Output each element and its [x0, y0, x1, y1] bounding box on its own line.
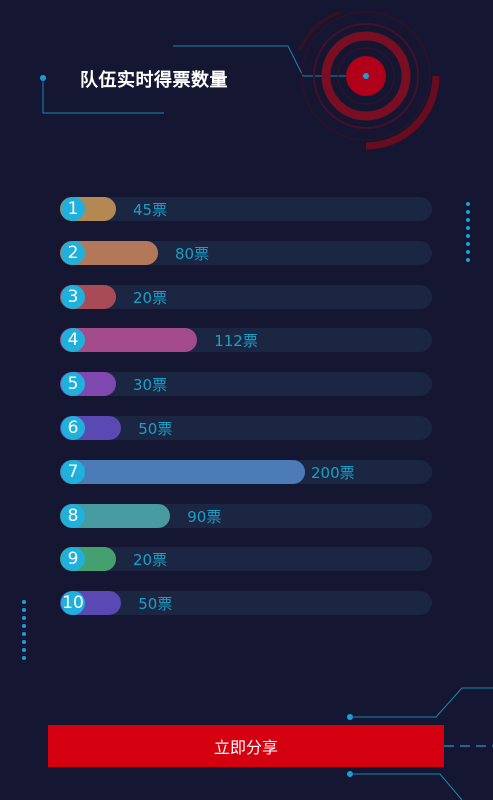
vote-count: 45票 [133, 201, 168, 219]
vote-track [60, 547, 432, 572]
team-row: 4 112票 [60, 328, 432, 353]
radar-target-icon [298, 10, 440, 150]
vote-count: 90票 [187, 507, 222, 526]
rank-badge: 5 [61, 372, 85, 397]
vote-count: 112票 [214, 332, 258, 351]
vote-track [60, 372, 432, 397]
rank-badge: 1 [61, 197, 85, 221]
vote-track [60, 284, 432, 309]
team-row: 8 90票 [60, 503, 432, 528]
team-row: 6 50票 [60, 415, 432, 440]
vote-bar [60, 459, 305, 484]
team-row: 5 30票 [60, 372, 432, 397]
vote-count: 30票 [133, 376, 168, 395]
rank-badge: 2 [61, 240, 85, 265]
rank-badge: 3 [61, 284, 85, 309]
circuit-line-decoration [347, 687, 493, 800]
vote-track [60, 197, 432, 221]
vote-count: 80票 [175, 244, 210, 263]
share-button[interactable]: 立即分享 [48, 725, 444, 767]
team-row: 9 20票 [60, 547, 432, 572]
vote-track [60, 415, 432, 440]
rank-badge: 10 [61, 591, 85, 616]
vote-count: 50票 [138, 595, 173, 614]
vote-count: 200票 [311, 463, 355, 482]
vote-count: 20票 [133, 551, 168, 570]
team-row: 7 200票 [60, 459, 432, 484]
team-row: 3 20票 [60, 284, 432, 309]
dotted-line-decoration [22, 600, 26, 664]
page-title: 队伍实时得票数量 [80, 70, 228, 91]
vote-track [60, 591, 432, 616]
vote-count: 50票 [138, 419, 173, 438]
dotted-line-decoration [466, 202, 470, 266]
team-row: 1 45票 [60, 197, 432, 221]
rank-badge: 8 [61, 503, 85, 528]
rank-badge: 7 [61, 459, 85, 484]
rank-badge: 6 [61, 415, 85, 440]
team-row: 2 80票 [60, 240, 432, 265]
rank-badge: 9 [61, 547, 85, 572]
team-row: 10 50票 [60, 591, 432, 616]
vote-count: 20票 [133, 288, 168, 307]
circuit-line-decoration [40, 45, 366, 114]
rank-badge: 4 [61, 328, 85, 353]
vote-ranking-list: 1 45票 2 80票 3 20票 4 112票 5 30票 6 50票 7 2… [60, 197, 432, 635]
